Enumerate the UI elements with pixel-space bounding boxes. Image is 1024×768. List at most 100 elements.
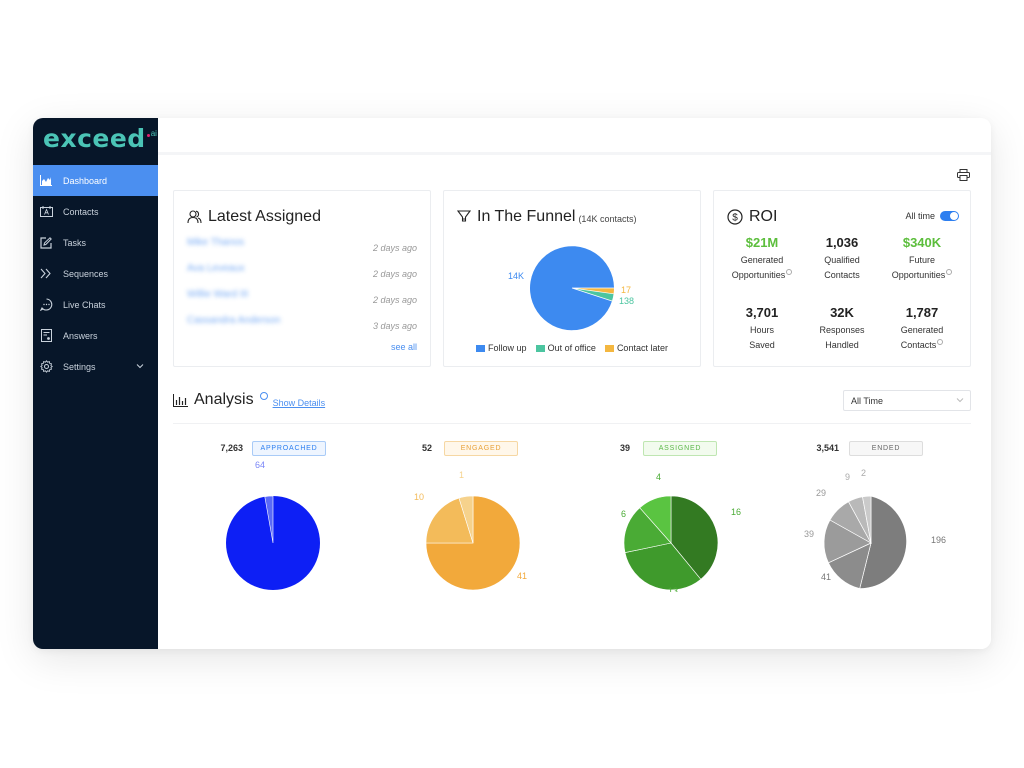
slice-label: 1: [459, 470, 465, 480]
stage-assigned: 39 ASSIGNED 16 13 6 4: [603, 441, 803, 611]
list-item[interactable]: Ava Leveaux 2 days ago: [187, 263, 417, 289]
stage-badge-engaged[interactable]: ENGAGED: [444, 441, 518, 456]
slice-label: 39: [804, 529, 815, 539]
metric-value: 32K: [830, 305, 854, 320]
info-icon[interactable]: [786, 269, 793, 275]
contact-name[interactable]: Ava Leveaux: [187, 263, 245, 274]
stage-count: 52: [421, 443, 432, 453]
divider: [173, 423, 971, 424]
stage-badge-assigned[interactable]: ASSIGNED: [643, 441, 717, 456]
info-icon[interactable]: [937, 339, 944, 345]
metric-value: 1,787: [905, 305, 939, 320]
assigned-pie-chart[interactable]: [603, 456, 803, 606]
list-item[interactable]: Mike Thanos 2 days ago: [187, 237, 417, 263]
metric-label: Responses Handled: [819, 325, 865, 350]
chat-bubble-icon: [39, 298, 53, 312]
slice-label: 29: [816, 488, 827, 498]
assigned-time: 2 days ago: [372, 269, 417, 279]
funnel-subtitle: (14K contacts): [578, 214, 637, 224]
exceed-logo[interactable]: exceed ai: [43, 124, 157, 156]
legend-swatch: [535, 344, 545, 352]
time-filter-select[interactable]: All Time: [843, 390, 971, 411]
funnel-legend: Follow up Out of office Contact later: [444, 343, 700, 353]
answers-doc-icon: [39, 329, 53, 343]
sidebar-item-settings[interactable]: Settings: [33, 351, 158, 382]
card-title-text: In The Funnel: [477, 208, 576, 225]
approached-pie-chart[interactable]: [203, 456, 403, 606]
funnel-label-out-of-office: 138: [619, 296, 635, 306]
metric-label: Generated Opportunities: [722, 253, 802, 283]
assigned-time: 3 days ago: [372, 321, 417, 331]
info-icon[interactable]: [259, 392, 268, 400]
slice-label: 10: [414, 492, 425, 502]
sidebar-item-contacts[interactable]: Contacts: [33, 196, 158, 227]
metric-value: $340K: [902, 235, 942, 250]
chart-area-icon: [39, 174, 53, 188]
contact-name[interactable]: Mike Thanos: [187, 237, 245, 248]
metric-label: Future Opportunities: [882, 253, 962, 283]
stage-count: 7,263: [220, 443, 243, 453]
funnel-pie-chart[interactable]: [529, 245, 615, 331]
ended-pie-chart[interactable]: [803, 456, 991, 606]
roi-card: $ ROI All time $21M Generated Opportuniti…: [713, 190, 971, 367]
select-value: All Time: [851, 395, 884, 406]
sidebar-item-label: Tasks: [63, 237, 87, 248]
slice-label: 64: [255, 460, 266, 470]
sidebar-item-sequences[interactable]: Sequences: [33, 258, 158, 289]
analysis-header: Analysis Show Details: [173, 391, 325, 409]
legend-item-follow-up[interactable]: Follow up: [476, 343, 527, 353]
contact-card-icon: [39, 205, 53, 219]
sidebar-item-dashboard[interactable]: Dashboard: [33, 165, 158, 196]
gear-icon: [39, 360, 53, 374]
funnel-icon: [457, 210, 471, 222]
assigned-time: 2 days ago: [372, 243, 417, 253]
sidebar-item-label: Live Chats: [63, 299, 106, 310]
dashboard-content: Latest Assigned Mike Thanos 2 days ago A…: [158, 158, 991, 649]
legend-item-out-of-office[interactable]: Out of office: [535, 343, 596, 353]
legend-label: Follow up: [488, 343, 527, 353]
chevron-down-icon[interactable]: [136, 361, 146, 371]
toggle-label: All time: [905, 211, 935, 221]
all-time-toggle[interactable]: [940, 211, 959, 221]
contact-name[interactable]: Cassandra Anderson: [187, 315, 281, 326]
metric-future-opportunities: $340K Future Opportunities: [882, 235, 962, 283]
sidebar: exceed ai Dashboard Contacts T: [33, 118, 158, 649]
app-window: exceed ai Dashboard Contacts T: [33, 118, 991, 649]
slice-label: 41: [517, 571, 528, 581]
list-item[interactable]: Cassandra Anderson 3 days ago: [187, 315, 417, 341]
sidebar-nav: Dashboard Contacts Tasks Sequences: [33, 165, 158, 382]
stage-count: 3,541: [816, 443, 839, 453]
metric-qualified-contacts: 1,036 Qualified Contacts: [802, 235, 882, 283]
stage-badge-approached[interactable]: APPROACHED: [252, 441, 326, 456]
funnel-label-follow-up: 14K: [508, 271, 525, 281]
see-all-link[interactable]: see all: [390, 342, 417, 352]
list-item[interactable]: Willie Ward III 2 days ago: [187, 289, 417, 315]
logo-suffix: ai: [150, 129, 157, 138]
sidebar-item-tasks[interactable]: Tasks: [33, 227, 158, 258]
legend-item-contact-later[interactable]: Contact later: [604, 343, 668, 353]
show-details-link[interactable]: Show Details: [272, 397, 326, 408]
info-icon[interactable]: [946, 269, 953, 275]
top-bar: [158, 118, 991, 155]
card-title-text: Latest Assigned: [208, 208, 321, 225]
contact-name[interactable]: Willie Ward III: [187, 289, 249, 300]
sidebar-item-label: Dashboard: [63, 175, 108, 186]
sidebar-item-label: Contacts: [63, 206, 99, 217]
metric-responses-handled: 32K Responses Handled: [802, 305, 882, 353]
assigned-time: 2 days ago: [372, 295, 417, 305]
engaged-pie-chart[interactable]: [403, 456, 603, 606]
funnel-label-contact-later: 17: [621, 285, 632, 295]
printer-icon[interactable]: [957, 168, 971, 182]
slice-label: 2: [861, 468, 867, 478]
assigned-list: Mike Thanos 2 days ago Ava Leveaux 2 day…: [187, 237, 417, 341]
stage-badge-ended[interactable]: ENDED: [849, 441, 923, 456]
metric-label: Qualified Contacts: [824, 255, 860, 280]
metric-hours-saved: 3,701 Hours Saved: [722, 305, 802, 353]
slice-label: 9: [845, 472, 851, 482]
sidebar-item-live-chats[interactable]: Live Chats: [33, 289, 158, 320]
slice-label: 6: [621, 509, 627, 519]
funnel-title: In The Funnel (14K contacts): [457, 208, 636, 226]
sidebar-item-answers[interactable]: Answers: [33, 320, 158, 351]
users-icon: [187, 210, 202, 224]
funnel-card: In The Funnel (14K contacts) 14K 17 138 …: [443, 190, 701, 367]
